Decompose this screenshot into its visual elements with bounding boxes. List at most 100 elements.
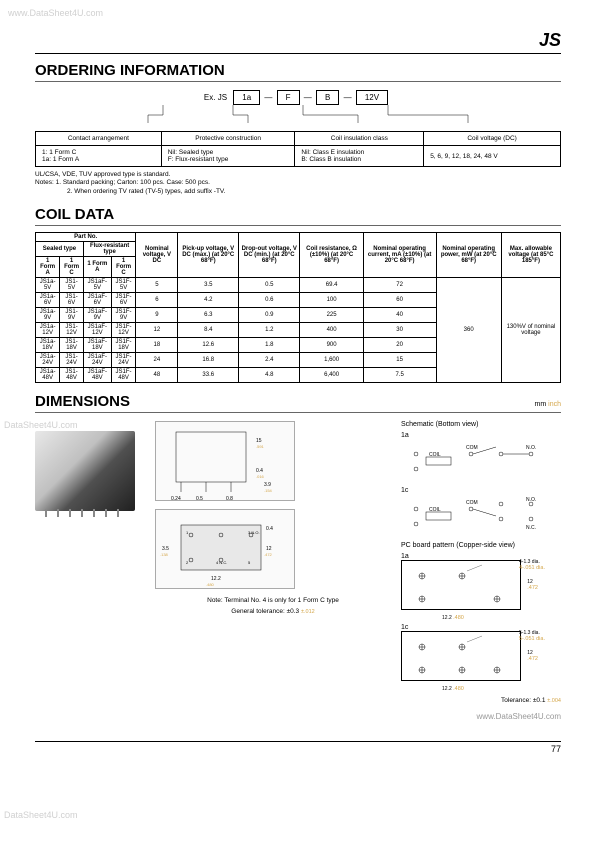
- coil-cell: 60: [363, 293, 436, 308]
- footer-url: www.DataSheet4U.com: [35, 712, 561, 721]
- svg-text:.591: .591: [256, 444, 265, 449]
- dimensions-section: 15 .591 0.4 .016 3.9 .154 0.24 0.5 0.8: [35, 421, 561, 704]
- coil-cell: 16.8: [178, 353, 239, 368]
- coil-cell: JS1F-5V: [111, 278, 136, 293]
- pcb-1c: 5-1.3 dia.5-.051 dia. 12.472 12.2 .480: [401, 631, 521, 681]
- ord-hdr-3: Coil voltage (DC): [424, 132, 561, 146]
- schem-1c-label: 1c: [401, 487, 561, 494]
- coil-cell: 1.8: [239, 338, 300, 353]
- coil-cell: JS1F-48V: [111, 368, 136, 383]
- coil-cell: JS1F-6V: [111, 293, 136, 308]
- pcb-1a: 4-1.3 dia.4-.051 dia. 12.472 12.2 .480: [401, 560, 521, 610]
- ord-hdr-0: Contact arrangement: [36, 132, 162, 146]
- coil-cell: JS1-5V: [60, 278, 84, 293]
- outline-drawing-bottom: 1 2 3 N.O. 4 N.C. 5 0.4 12.2 .480 12 .47…: [155, 509, 295, 589]
- ord-box-3: 12V: [356, 90, 388, 105]
- coil-cell: 0.5: [239, 278, 300, 293]
- coil-hdr-pickup: Pick-up voltage, V DC (max.) (at 20°C 68…: [178, 233, 239, 278]
- schematic-title: Schematic (Bottom view): [401, 421, 561, 428]
- svg-text:0.5: 0.5: [196, 496, 203, 502]
- unit-label: mm inch: [535, 401, 561, 408]
- ordering-connector-lines: [98, 105, 498, 123]
- ordering-title: ORDERING INFORMATION: [35, 62, 561, 82]
- coil-power-merged: 360: [436, 278, 501, 383]
- coil-cell: JS1aF-48V: [83, 368, 111, 383]
- coil-cell: 8.4: [178, 323, 239, 338]
- svg-text:0.4: 0.4: [266, 526, 273, 532]
- ordering-diagram: Ex. JS 1a — F — B — 12V: [35, 90, 561, 123]
- top-bar: JS: [35, 30, 561, 54]
- coil-cell: 5: [136, 278, 178, 293]
- coil-cell: 9: [136, 308, 178, 323]
- coil-cell: 33.6: [178, 368, 239, 383]
- hole-spec-1a: 4-1.3 dia.4-.051 dia.: [519, 559, 545, 571]
- coil-cell: JS1-48V: [60, 368, 84, 383]
- coil-cell: JS1aF-6V: [83, 293, 111, 308]
- coil-cell: 69.4: [300, 278, 363, 293]
- ord-cell-2: Nil: Class E insulation B: Class B insul…: [295, 146, 424, 167]
- product-code: JS: [35, 30, 561, 51]
- coil-cell: 40: [363, 308, 436, 323]
- svg-text:N.O.: N.O.: [526, 497, 536, 503]
- coil-hdr-cur: Nominal operating current, mA (±10%) (at…: [363, 233, 436, 278]
- coil-cell: JS1-12V: [60, 323, 84, 338]
- coil-cell: JS1F-18V: [111, 338, 136, 353]
- svg-text:.154: .154: [264, 488, 273, 493]
- coil-cell: 12: [136, 323, 178, 338]
- coil-cell: 24: [136, 353, 178, 368]
- coil-cell: JS1F-24V: [111, 353, 136, 368]
- ord-box-2: B: [316, 90, 339, 105]
- svg-text:.480: .480: [206, 582, 215, 587]
- coil-cell: JS1F-9V: [111, 308, 136, 323]
- svg-text:N.O.: N.O.: [526, 445, 536, 451]
- page-content: JS ORDERING INFORMATION Ex. JS 1a — F — …: [0, 0, 596, 774]
- coil-cell: JS1aF-18V: [83, 338, 111, 353]
- ord-cell-1: Nil: Sealed type F: Flux-resistant type: [161, 146, 295, 167]
- coil-cell: JS1-6V: [60, 293, 84, 308]
- svg-text:4 N.C.: 4 N.C.: [216, 560, 227, 565]
- coil-cell: 1,600: [300, 353, 363, 368]
- coil-cell: 900: [300, 338, 363, 353]
- dim-note1: Note: Terminal No. 4 is only for 1 Form …: [155, 597, 391, 604]
- relay-photo: [35, 431, 135, 511]
- svg-text:.016: .016: [256, 474, 265, 479]
- coil-cell: 72: [363, 278, 436, 293]
- coil-cell: JS1aF-5V: [83, 278, 111, 293]
- coil-cell: 48: [136, 368, 178, 383]
- coil-cell: 12.6: [178, 338, 239, 353]
- coil-hdr-sealed: Sealed type: [36, 242, 84, 257]
- coil-table: Part No. Nominal voltage, V DC Pick-up v…: [35, 232, 561, 383]
- coil-cell: 400: [300, 323, 363, 338]
- coil-cell: JS1a-18V: [36, 338, 60, 353]
- coil-cell: 6.3: [178, 308, 239, 323]
- coil-cell: 30: [363, 323, 436, 338]
- coil-cell: 20: [363, 338, 436, 353]
- dim-note2: General tolerance: ±0.3 ±.012: [155, 608, 391, 615]
- coil-hdr-nomv: Nominal voltage, V DC: [136, 233, 178, 278]
- dim-drawings-col: 15 .591 0.4 .016 3.9 .154 0.24 0.5 0.8: [155, 421, 391, 704]
- coil-cell: 6: [136, 293, 178, 308]
- coil-hdr-pow: Nominal operating power, mW (at 20°C 68°…: [436, 233, 501, 278]
- svg-text:N.C.: N.C.: [526, 525, 536, 531]
- coil-hdr-maxv: Max. allowable voltage (at 85°C 185°F): [501, 233, 560, 278]
- coil-cell: 7.5: [363, 368, 436, 383]
- coil-cell: JS1a-48V: [36, 368, 60, 383]
- coil-cell: 100: [300, 293, 363, 308]
- note-line2: Notes: 1. Standard packing; Carton: 100 …: [35, 179, 561, 187]
- inch-text: inch: [548, 401, 561, 408]
- coil-cell: JS1a-5V: [36, 278, 60, 293]
- ordering-notes: UL/CSA, VDE, TUV approved type is standa…: [35, 171, 561, 196]
- tolerance-note: Tolerance: ±0.1 ±.004: [401, 697, 561, 704]
- coil-cell: JS1a-24V: [36, 353, 60, 368]
- coil-cell: JS1-24V: [60, 353, 84, 368]
- coil-hdr-flux: Flux-resistant type: [83, 242, 135, 257]
- ord-box-1: F: [277, 90, 300, 105]
- coil-hdr-1fc1: 1 Form C: [60, 257, 84, 278]
- ord-hdr-2: Coil insulation class: [295, 132, 424, 146]
- schematic-1c: COIL COM N.O. N.C.: [401, 494, 551, 534]
- coil-cell: JS1a-12V: [36, 323, 60, 338]
- coil-cell: 1.2: [239, 323, 300, 338]
- svg-text:COM: COM: [466, 445, 478, 451]
- coil-cell: JS1a-6V: [36, 293, 60, 308]
- coil-cell: JS1aF-9V: [83, 308, 111, 323]
